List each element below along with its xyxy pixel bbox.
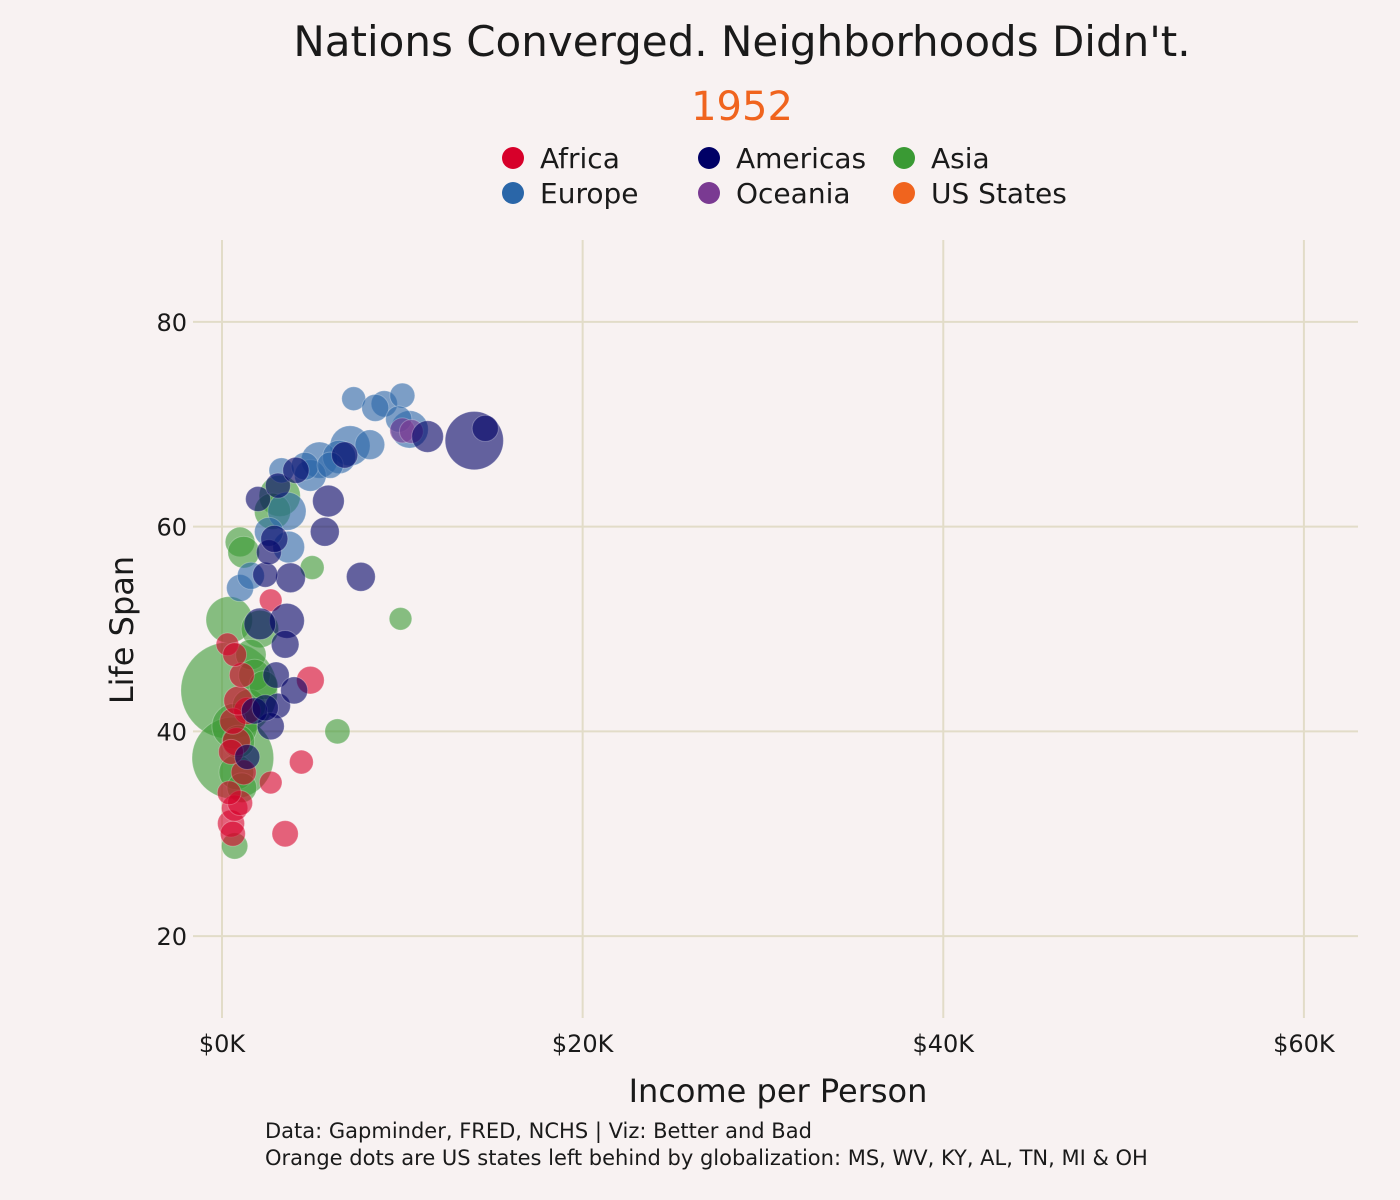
legend: Africa Americas Asia Europe Oceania US States <box>502 142 1067 210</box>
data-point <box>471 414 499 442</box>
legend-item: Oceania <box>698 177 851 210</box>
data-point <box>309 516 340 547</box>
data-point <box>345 561 376 592</box>
data-point <box>262 661 290 689</box>
x-axis-ticks: $0K $20K $40K $60K <box>199 1030 1336 1058</box>
legend-label: Africa <box>540 142 620 175</box>
series-americas <box>234 411 504 770</box>
data-point <box>331 441 359 469</box>
y-axis-title: Life Span <box>103 556 141 704</box>
data-point <box>260 524 289 553</box>
data-point <box>312 484 345 518</box>
legend-swatch <box>502 182 524 204</box>
legend-swatch <box>893 182 915 204</box>
data-point <box>258 588 283 613</box>
y-tick-label: 80 <box>156 309 187 337</box>
data-point <box>388 606 413 631</box>
legend-label: Americas <box>736 142 866 175</box>
x-axis-title: Income per Person <box>629 1072 928 1110</box>
data-point <box>275 562 306 594</box>
data-point <box>252 561 279 588</box>
legend-swatch <box>502 147 524 169</box>
y-tick-label: 20 <box>156 923 187 951</box>
y-tick-label: 60 <box>156 514 187 542</box>
x-tick-label: $20K <box>552 1030 615 1058</box>
x-tick-label: $0K <box>199 1030 247 1058</box>
legend-swatch <box>698 147 720 169</box>
data-point <box>219 820 246 847</box>
caption-line-1: Data: Gapminder, FRED, NCHS | Viz: Bette… <box>265 1119 812 1144</box>
legend-item: Europe <box>502 177 638 210</box>
data-point <box>258 770 283 795</box>
legend-item: Africa <box>502 142 620 175</box>
data-point <box>282 456 310 484</box>
data-point <box>264 472 291 499</box>
data-point <box>245 485 272 512</box>
data-point <box>288 749 314 775</box>
y-axis-ticks: 20 40 60 80 <box>156 309 187 951</box>
x-tick-label: $40K <box>913 1030 976 1058</box>
data-point <box>354 429 386 461</box>
data-point <box>216 780 242 806</box>
chart-title: Nations Converged. Neighborhoods Didn't. <box>293 17 1190 66</box>
legend-swatch <box>893 147 915 169</box>
legend-item: Asia <box>893 142 990 175</box>
data-point <box>222 642 248 667</box>
data-point <box>243 607 277 641</box>
data-point <box>324 718 351 745</box>
x-tick-label: $60K <box>1273 1030 1336 1058</box>
data-point <box>411 420 444 453</box>
caption-line-2: Orange dots are US states left behind by… <box>265 1146 1148 1170</box>
y-tick-label: 40 <box>156 718 187 746</box>
data-point <box>270 630 300 659</box>
data-point <box>280 676 309 705</box>
data-point <box>271 820 299 848</box>
legend-label: Asia <box>931 142 990 175</box>
data-point <box>234 743 261 770</box>
legend-item: US States <box>893 177 1067 210</box>
legend-item: Americas <box>698 142 866 175</box>
legend-swatch <box>698 182 720 204</box>
data-points <box>180 382 504 860</box>
data-point <box>389 382 416 409</box>
chart-subtitle: 1952 <box>691 84 793 130</box>
legend-label: Europe <box>540 177 638 210</box>
grid <box>193 240 1358 1018</box>
legend-label: US States <box>931 177 1067 210</box>
data-point <box>251 694 279 722</box>
legend-label: Oceania <box>736 177 851 210</box>
data-point <box>361 393 390 422</box>
